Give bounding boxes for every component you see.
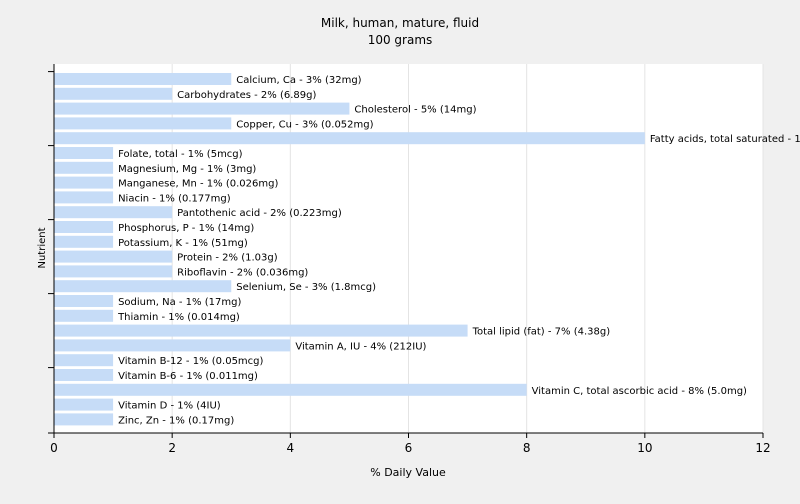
bar-label: Protein - 2% (1.03g) [177, 253, 278, 264]
bar [54, 206, 173, 219]
bar [54, 161, 114, 174]
x-tick-label: 12 [755, 441, 770, 455]
bar [54, 324, 468, 337]
bar-labels: Calcium, Ca - 3% (32mg) Carbohydrates - 2… [117, 75, 800, 426]
bar [54, 147, 114, 159]
bar [54, 265, 173, 278]
bar [54, 235, 114, 248]
chart-subtitle: 100 grams [368, 33, 433, 47]
bar [54, 309, 114, 322]
y-axis-label: Nutrient [37, 227, 48, 268]
bar-label: Potassium, K - 1% (51mg) [118, 238, 248, 249]
bar-label: Carbohydrates - 2% (6.89g) [177, 90, 316, 101]
bar-label: Total lipid (fat) - 7% (4.38g) [472, 327, 611, 338]
x-tick-label: 10 [637, 441, 652, 455]
bar [54, 413, 114, 426]
bar-label: Vitamin A, IU - 4% (212IU) [295, 341, 426, 352]
axes: 0 2 4 6 8 10 12 [48, 64, 771, 455]
bar-label: Vitamin C, total ascorbic acid - 8% (5.0… [532, 386, 747, 397]
bar [54, 369, 114, 381]
x-tick-label: 8 [523, 441, 531, 455]
bar [54, 295, 114, 307]
x-tick-label: 6 [405, 441, 413, 455]
bar [54, 383, 527, 396]
bars [54, 73, 645, 426]
bar-label: Folate, total - 1% (5mcg) [118, 149, 243, 160]
bar [54, 398, 114, 411]
bar [54, 87, 173, 100]
bar-label: Sodium, Na - 1% (17mg) [118, 297, 241, 308]
bar-label: Pantothenic acid - 2% (0.223mg) [177, 208, 342, 219]
bar-label: Phosphorus, P - 1% (14mg) [118, 223, 254, 234]
x-tick-label: 0 [50, 441, 58, 455]
bar-label: Riboflavin - 2% (0.036mg) [177, 267, 308, 278]
x-tick-label: 2 [168, 441, 176, 455]
bar-label: Magnesium, Mg - 1% (3mg) [118, 164, 256, 175]
bar [54, 339, 291, 352]
bar [54, 250, 173, 263]
bar [54, 102, 350, 115]
bar [54, 221, 114, 233]
bar [54, 280, 232, 293]
bar-label: Calcium, Ca - 3% (32mg) [236, 75, 361, 86]
bar-label: Cholesterol - 5% (14mg) [354, 105, 476, 116]
bar-label: Manganese, Mn - 1% (0.026mg) [118, 179, 278, 190]
bar-label: Vitamin D - 1% (4IU) [118, 401, 221, 412]
bar-label: Niacin - 1% (0.177mg) [118, 193, 231, 204]
x-tick-label: 4 [287, 441, 295, 455]
bar [54, 117, 232, 130]
bar [54, 354, 114, 367]
bar [54, 176, 114, 189]
bar-label: Zinc, Zn - 1% (0.17mg) [118, 415, 234, 426]
bar [54, 73, 232, 85]
bar-label: Selenium, Se - 3% (1.8mcg) [236, 282, 376, 293]
bar-label: Thiamin - 1% (0.014mg) [117, 312, 240, 323]
chart-title: Milk, human, mature, fluid [321, 16, 479, 30]
bar-label: Vitamin B-6 - 1% (0.011mg) [118, 371, 258, 382]
bar-label: Fatty acids, total saturated - 10% (2.00… [650, 134, 800, 145]
bar [54, 191, 114, 204]
bar [54, 132, 645, 145]
bar-label: Vitamin B-12 - 1% (0.05mcg) [118, 356, 263, 367]
x-axis-label: % Daily Value [370, 466, 446, 479]
bar-label: Copper, Cu - 3% (0.052mg) [236, 119, 373, 130]
